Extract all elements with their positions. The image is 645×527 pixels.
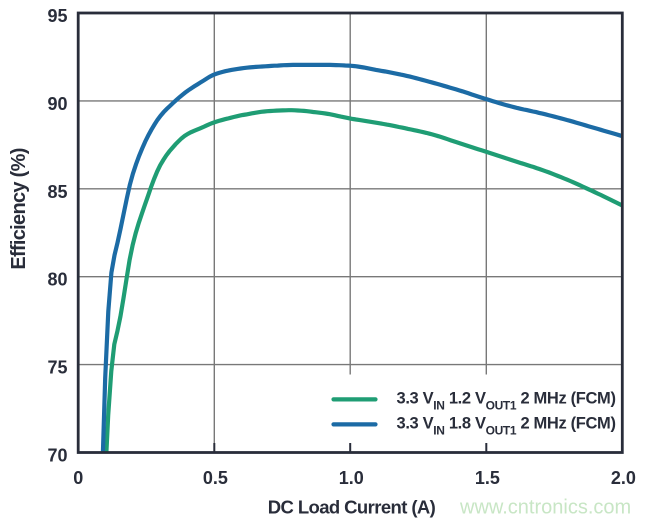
svg-text:0.5: 0.5 xyxy=(203,468,228,488)
svg-text:2.0: 2.0 xyxy=(611,468,636,488)
svg-text:85: 85 xyxy=(47,182,67,202)
svg-text:1.5: 1.5 xyxy=(475,468,500,488)
svg-text:70: 70 xyxy=(47,446,67,466)
svg-text:3.3 VIN 1.8 VOUT1 2 MHz (FCM): 3.3 VIN 1.8 VOUT1 2 MHz (FCM) xyxy=(397,415,616,438)
svg-text:80: 80 xyxy=(47,270,67,290)
svg-text:0: 0 xyxy=(73,468,83,488)
svg-text:75: 75 xyxy=(47,358,67,378)
svg-text:DC Load Current (A): DC Load Current (A) xyxy=(268,497,436,518)
svg-text:3.3 VIN 1.2 VOUT1 2 MHz (FCM): 3.3 VIN 1.2 VOUT1 2 MHz (FCM) xyxy=(397,390,616,413)
svg-text:www.cntronics.com: www.cntronics.com xyxy=(459,497,631,519)
svg-text:90: 90 xyxy=(47,94,67,114)
svg-text:95: 95 xyxy=(47,6,67,26)
svg-text:Efficiency (%): Efficiency (%) xyxy=(8,148,30,269)
svg-text:1.0: 1.0 xyxy=(339,468,364,488)
